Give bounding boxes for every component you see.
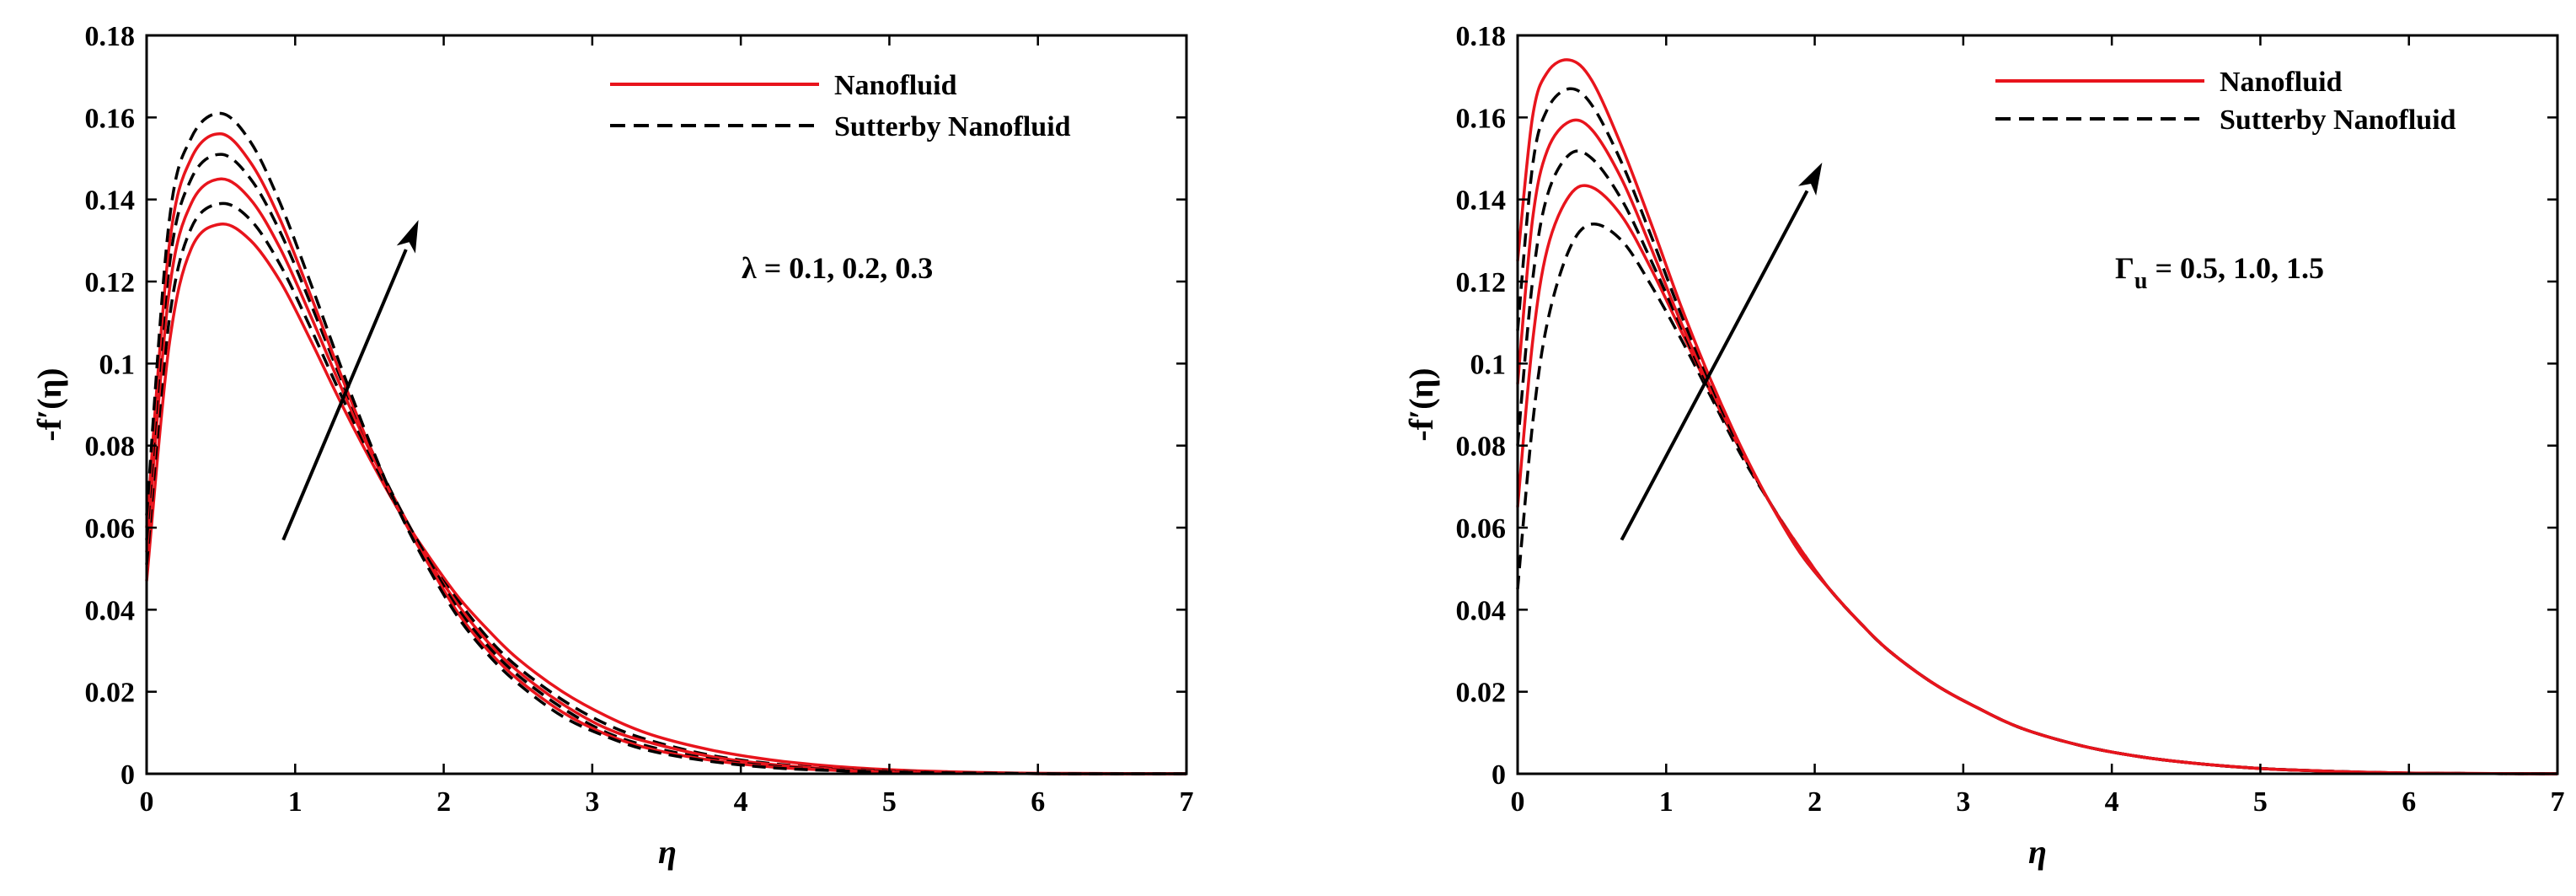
left-legend-label-sutterby: Sutterby Nanofluid — [834, 111, 1071, 142]
right-x-tick-label: 4 — [2105, 786, 2119, 818]
left-x-tick-label: 7 — [1180, 786, 1194, 818]
right-x-axis-label: η — [2028, 833, 2047, 871]
left-x-axis-label: η — [658, 833, 677, 871]
right-y-tick-label: 0.12 — [1456, 267, 1507, 298]
left-x-tick-label: 6 — [1031, 786, 1045, 818]
right-y-tick-label: 0.06 — [1456, 513, 1507, 545]
right-y-tick-label: 0 — [1492, 759, 1506, 791]
right-x-tick-label: 6 — [2402, 786, 2416, 818]
right-plot-frame — [1516, 34, 2559, 775]
right-x-tick-label: 3 — [1956, 786, 1970, 818]
left-series-line-1 — [145, 223, 1187, 775]
left-x-tick-label: 1 — [288, 786, 303, 818]
right-y-tick-label: 0.14 — [1456, 185, 1507, 217]
left-y-tick-label: 0.08 — [85, 432, 136, 463]
left-y-tick-label: 0.04 — [85, 595, 136, 626]
right-annotation-arrow — [1620, 162, 1823, 541]
right-x-tick-label: 5 — [2253, 786, 2268, 818]
left-annotation-text: = 0.1, 0.2, 0.3 — [757, 251, 934, 285]
left-y-tick-label: 0.1 — [99, 349, 136, 380]
right-x-tick-label: 0 — [1511, 786, 1525, 818]
left-y-tick-label: 0.18 — [85, 21, 136, 52]
left-y-tick-label: 0.12 — [85, 267, 136, 298]
right-y-tick-label: 0.08 — [1456, 432, 1507, 463]
left-legend-label-nanofluid: Nanofluid — [834, 70, 957, 101]
right-y-tick-label: 0.18 — [1456, 21, 1507, 52]
right-y-tick-label: 0.1 — [1470, 349, 1507, 380]
left-annotation-symbol: λ — [742, 251, 757, 285]
right-annotation-symbol: Γ — [2115, 251, 2134, 285]
right-x-tick-label: 7 — [2551, 786, 2565, 818]
left-series-line-4 — [145, 153, 1187, 775]
left-x-tick-label: 5 — [882, 786, 897, 818]
right-x-tick-label: 2 — [1807, 786, 1822, 818]
right-y-tick-label: 0.02 — [1456, 678, 1507, 709]
right-parameter-annotation: Γu = 0.5, 1.0, 1.5 — [2115, 251, 2324, 294]
left-plot-frame — [145, 34, 1188, 775]
left-x-tick-label: 3 — [585, 786, 599, 818]
right-y-axis-label: -f′(η) — [1402, 368, 1440, 441]
left-y-tick-label: 0 — [120, 759, 135, 791]
left-annotation-arrow — [281, 220, 419, 541]
left-x-tick-label: 4 — [734, 786, 748, 818]
right-y-tick-label: 0.04 — [1456, 595, 1507, 626]
right-x-tick-label: 1 — [1659, 786, 1674, 818]
right-legend-label-sutterby: Sutterby Nanofluid — [2220, 105, 2456, 136]
right-legend-label-nanofluid: Nanofluid — [2220, 67, 2343, 98]
left-series-layer — [145, 111, 1187, 775]
left-y-tick-label: 0.06 — [85, 513, 136, 545]
right-legend: Nanofluid Sutterby Nanofluid — [1995, 67, 2456, 136]
left-legend: Nanofluid Sutterby Nanofluid — [610, 70, 1071, 142]
right-annotation-subscript: u — [2134, 268, 2148, 294]
left-parameter-annotation: λ = 0.1, 0.2, 0.3 — [742, 251, 933, 285]
right-y-tick-label: 0.16 — [1456, 103, 1507, 134]
left-y-axis-label: -f′(η) — [30, 368, 68, 441]
left-y-tick-label: 0.14 — [85, 185, 136, 217]
right-annotation-text: = 0.5, 1.0, 1.5 — [2147, 251, 2324, 285]
right-chart: 0 1 2 3 4 5 6 7 0 0.02 0.04 0.06 0.08 0.1 0.12 0.14 0.16… — [1402, 21, 2565, 871]
left-x-tick-label: 0 — [140, 786, 154, 818]
left-y-tick-label: 0.16 — [85, 103, 136, 134]
left-x-tick-label: 2 — [436, 786, 451, 818]
left-y-tick-label: 0.02 — [85, 678, 136, 709]
left-ticks-layer: 0 1 2 3 4 5 6 7 0 0.02 0.04 0.06 0.08 0.1 0.12 0.14 0.16… — [85, 21, 1194, 818]
